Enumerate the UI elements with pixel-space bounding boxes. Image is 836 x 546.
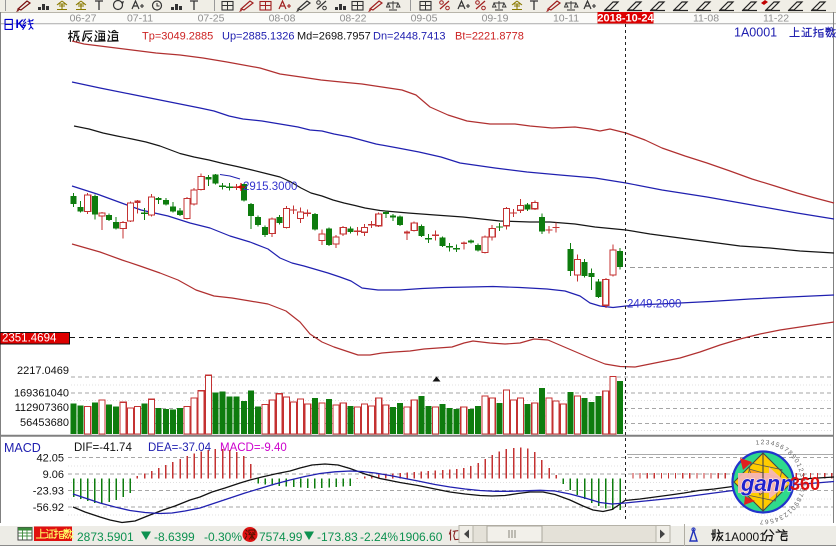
svg-text:K: K	[16, 17, 25, 31]
svg-text:7: 7	[796, 492, 804, 498]
svg-text:5: 5	[769, 517, 774, 525]
svg-text:2018-10-24: 2018-10-24	[597, 13, 654, 25]
svg-text:8: 8	[786, 450, 794, 458]
svg-text:Tp=3049.2885: Tp=3049.2885	[142, 31, 213, 43]
svg-text:-173.83: -173.83	[317, 530, 358, 544]
svg-text:07-25: 07-25	[198, 13, 225, 25]
svg-text:07-11: 07-11	[127, 13, 153, 25]
svg-text:08-08: 08-08	[269, 13, 296, 25]
svg-text:11-22: 11-22	[763, 13, 789, 25]
svg-text:9: 9	[792, 500, 800, 507]
svg-text:4: 4	[773, 515, 779, 523]
svg-text:6: 6	[764, 517, 769, 524]
svg-text:2: 2	[761, 439, 765, 446]
svg-text:6: 6	[798, 487, 806, 492]
svg-text:1906.60: 1906.60	[399, 530, 443, 544]
svg-text:0: 0	[792, 458, 800, 465]
svg-text:11-08: 11-08	[693, 13, 719, 25]
svg-text:4: 4	[770, 440, 776, 448]
svg-text:3: 3	[778, 513, 785, 521]
svg-text:09-19: 09-19	[482, 13, 509, 25]
svg-text:360: 360	[790, 474, 820, 494]
svg-text:2: 2	[782, 510, 789, 518]
svg-text:Dn=2448.7413: Dn=2448.7413	[373, 31, 445, 43]
svg-text:5: 5	[774, 441, 780, 449]
svg-text:10-11: 10-11	[553, 13, 579, 25]
svg-text:1A0001: 1A0001	[725, 530, 767, 544]
svg-text:-0.30%: -0.30%	[204, 530, 242, 544]
svg-text:-56.92: -56.92	[33, 502, 64, 514]
svg-text:5: 5	[799, 483, 806, 487]
svg-text:7: 7	[782, 446, 789, 454]
svg-text:2351.4694: 2351.4694	[2, 333, 57, 345]
svg-text:2217.0469: 2217.0469	[17, 365, 69, 377]
svg-text:Md=2698.7957: Md=2698.7957	[297, 31, 371, 43]
svg-text:9: 9	[789, 453, 797, 461]
svg-text:0: 0	[789, 504, 797, 512]
svg-text:2915.3000: 2915.3000	[243, 181, 297, 193]
svg-text:112907360: 112907360	[15, 402, 69, 414]
svg-text:169361040: 169361040	[14, 388, 69, 400]
svg-text:1: 1	[755, 439, 760, 446]
svg-text:42.05: 42.05	[36, 452, 64, 464]
svg-text:MACD: MACD	[4, 441, 41, 455]
svg-text:06-27: 06-27	[70, 13, 97, 25]
svg-text:2: 2	[797, 467, 805, 473]
svg-text:Up=2885.1326: Up=2885.1326	[222, 31, 294, 43]
svg-text:DEA=-37.04: DEA=-37.04	[148, 442, 212, 454]
svg-text:7: 7	[759, 518, 763, 525]
svg-text:-2.24%: -2.24%	[360, 530, 398, 544]
svg-text:DIF=-41.74: DIF=-41.74	[74, 442, 132, 454]
svg-text:7574.99: 7574.99	[259, 530, 303, 544]
svg-text:gann: gann	[740, 471, 794, 496]
svg-text:9.06: 9.06	[43, 469, 64, 481]
svg-text:4: 4	[799, 478, 806, 482]
svg-text:08-22: 08-22	[340, 13, 367, 25]
svg-text:-23.93: -23.93	[33, 485, 64, 497]
svg-text:Bt=2221.8778: Bt=2221.8778	[455, 31, 524, 43]
svg-text:6: 6	[778, 444, 785, 452]
svg-text:2873.5901: 2873.5901	[77, 530, 134, 544]
svg-text:1A0001: 1A0001	[734, 26, 777, 40]
svg-text:MACD=-9.40: MACD=-9.40	[220, 442, 287, 454]
svg-text:3: 3	[765, 439, 770, 446]
svg-text:56453680: 56453680	[20, 417, 69, 429]
svg-text:09-05: 09-05	[411, 13, 438, 25]
svg-text:1: 1	[795, 462, 803, 469]
svg-text:3: 3	[798, 473, 806, 478]
svg-text:8: 8	[794, 496, 802, 503]
svg-text:2449.2000: 2449.2000	[627, 299, 681, 311]
svg-text:-8.6399: -8.6399	[154, 530, 195, 544]
svg-text:1: 1	[785, 507, 793, 515]
